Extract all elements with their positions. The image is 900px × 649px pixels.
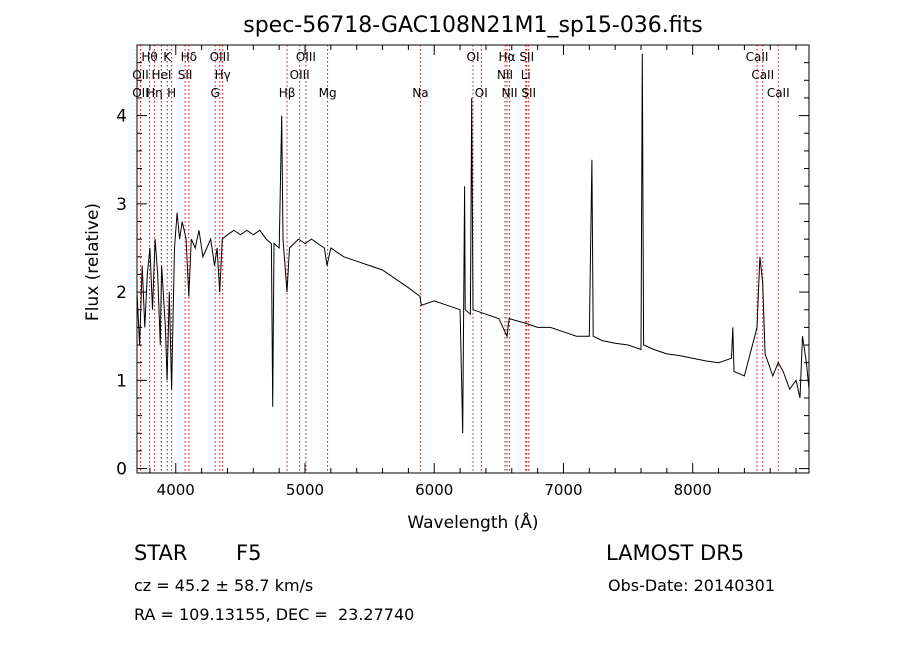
spectral-subclass: F5 (236, 541, 262, 565)
line-label: SII (178, 68, 193, 82)
y-tick-label: 2 (116, 283, 127, 303)
line-label: Hδ (181, 50, 197, 64)
emission-line-markers (139, 45, 779, 473)
y-tick-label: 3 (116, 195, 127, 215)
line-label: SII (521, 86, 536, 100)
line-label: K (163, 50, 172, 64)
survey-name: LAMOST DR5 (606, 541, 745, 565)
line-label: H (167, 86, 176, 100)
line-label: Hθ (141, 50, 157, 64)
line-label: NII (502, 86, 518, 100)
line-label: Hγ (215, 68, 231, 82)
line-label: OIII (296, 50, 316, 64)
line-label: OIII (210, 50, 230, 64)
line-label: Na (412, 86, 428, 100)
line-label: HeI (151, 68, 171, 82)
line-label: CaII (751, 68, 774, 82)
line-label: CaII (746, 50, 769, 64)
y-tick-label: 4 (116, 107, 127, 127)
line-label: Hβ (279, 86, 296, 100)
x-tick-label: 8000 (674, 481, 712, 499)
y-tick-label: 0 (116, 460, 127, 480)
sky-coordinates: RA = 109.13155, DEC = 23.27740 (134, 605, 415, 624)
line-label: Mg (319, 86, 337, 100)
x-tick-label: 6000 (415, 481, 453, 499)
line-label: OII (132, 86, 149, 100)
observation-date: Obs-Date: 20140301 (608, 576, 776, 595)
y-tick-label: 1 (116, 371, 127, 391)
x-tick-label: 5000 (286, 481, 324, 499)
axis-ticks: 4000 5000 6000 7000 8000 0 1 2 3 4 (116, 45, 809, 499)
line-label: SII (519, 50, 534, 64)
line-label: CaII (767, 86, 790, 100)
chart-title: spec-56718-GAC108N21M1_sp15-036.fits (243, 13, 703, 38)
line-label: OI (467, 50, 480, 64)
x-tick-label: 4000 (157, 481, 195, 499)
line-label: Hη (146, 86, 163, 100)
y-axis-label: Flux (relative) (83, 203, 103, 321)
line-label: G (211, 86, 220, 100)
line-label: OI (475, 86, 488, 100)
line-label: OIII (290, 68, 310, 82)
spectrum-line (136, 53, 810, 434)
line-label: OII (132, 68, 149, 82)
line-label: NII (497, 68, 513, 82)
line-label: Hα (499, 50, 516, 64)
object-class: STAR (134, 541, 188, 565)
x-tick-label: 7000 (544, 481, 582, 499)
line-label: Li (521, 68, 531, 82)
x-axis-label: Wavelength (Å) (407, 511, 538, 533)
redshift-cz: cz = 45.2 ± 58.7 km/s (134, 576, 314, 595)
